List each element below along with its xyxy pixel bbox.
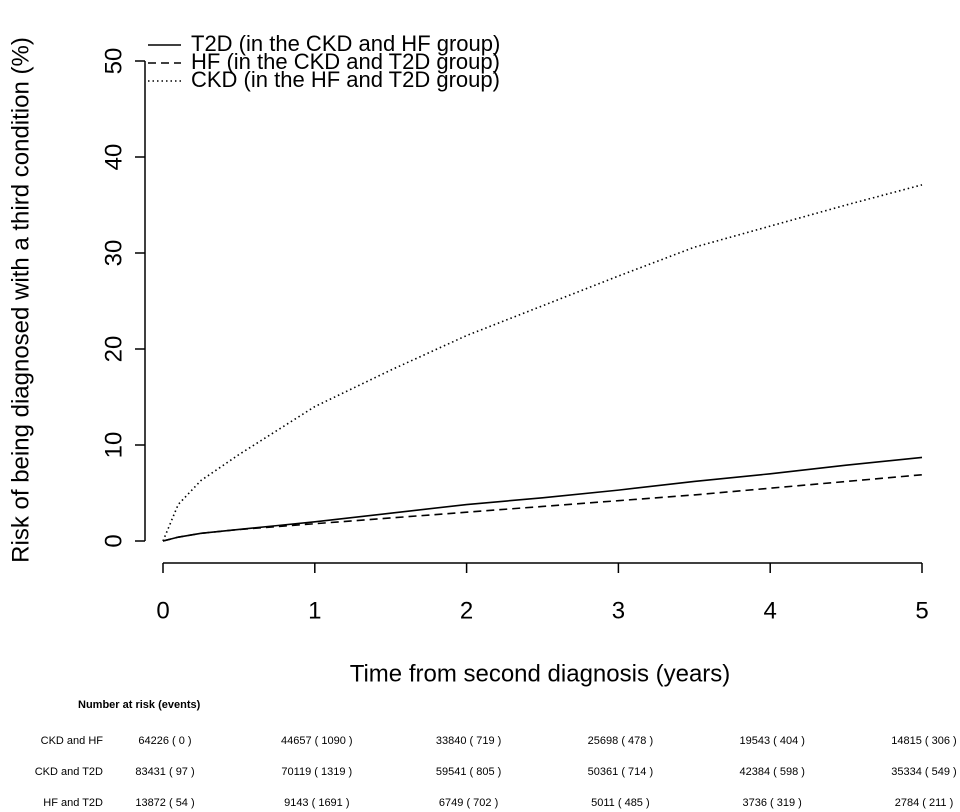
- y-axis-label: Risk of being diagnosed with a third con…: [7, 37, 34, 563]
- y-tick-label: 50: [100, 48, 127, 75]
- x-tick-label: 0: [156, 597, 169, 624]
- x-tick-label: 4: [764, 597, 777, 624]
- risk-cell: 50361 ( 714 ): [588, 766, 653, 778]
- y-tick-label: 0: [100, 534, 127, 547]
- x-tick-label: 3: [612, 597, 625, 624]
- risk-cell: 2784 ( 211 ): [895, 797, 954, 809]
- risk-row-label: HF and T2D: [43, 797, 103, 809]
- risk-cell: 5011 ( 485 ): [591, 797, 650, 809]
- legend-label: CKD (in the HF and T2D group): [191, 67, 500, 92]
- risk-table-title: Number at risk (events): [78, 699, 201, 711]
- risk-cell: 3736 ( 319 ): [743, 797, 802, 809]
- legend-label: T2D (in the CKD and HF group): [191, 31, 500, 56]
- risk-cell: 9143 ( 1691 ): [284, 797, 349, 809]
- x-tick-label: 5: [915, 597, 928, 624]
- series-line: [162, 473, 923, 542]
- y-tick-label: 40: [100, 144, 127, 171]
- risk-row-label: CKD and T2D: [35, 766, 103, 778]
- risk-cell: 25698 ( 478 ): [588, 735, 653, 747]
- risk-cell: 83431 ( 97 ): [135, 766, 194, 778]
- risk-cell: 33840 ( 719 ): [436, 735, 501, 747]
- risk-cell: 13872 ( 54 ): [135, 797, 194, 809]
- risk-cell: 64226 ( 0 ): [138, 735, 191, 747]
- risk-cell: 19543 ( 404 ): [739, 735, 804, 747]
- risk-cell: 14815 ( 306 ): [891, 735, 956, 747]
- risk-cell: 44657 ( 1090 ): [281, 735, 353, 747]
- risk-cell: 35334 ( 549 ): [891, 766, 956, 778]
- risk-cell: 70119 ( 1319 ): [281, 766, 352, 778]
- series-line: [162, 456, 923, 542]
- x-tick-label: 2: [460, 597, 473, 624]
- risk-row-label: CKD and HF: [41, 735, 104, 747]
- y-tick-label: 20: [100, 336, 127, 363]
- risk-cell: 59541 ( 805 ): [436, 766, 501, 778]
- y-tick-label: 30: [100, 240, 127, 267]
- risk-cell: 42384 ( 598 ): [739, 766, 804, 778]
- risk-cell: 6749 ( 702 ): [439, 797, 498, 809]
- x-tick-label: 1: [308, 597, 321, 624]
- x-axis-label: Time from second diagnosis (years): [350, 660, 731, 687]
- y-tick-label: 10: [100, 432, 127, 459]
- series-line: [162, 184, 923, 542]
- legend-label: HF (in the CKD and T2D group): [191, 49, 500, 74]
